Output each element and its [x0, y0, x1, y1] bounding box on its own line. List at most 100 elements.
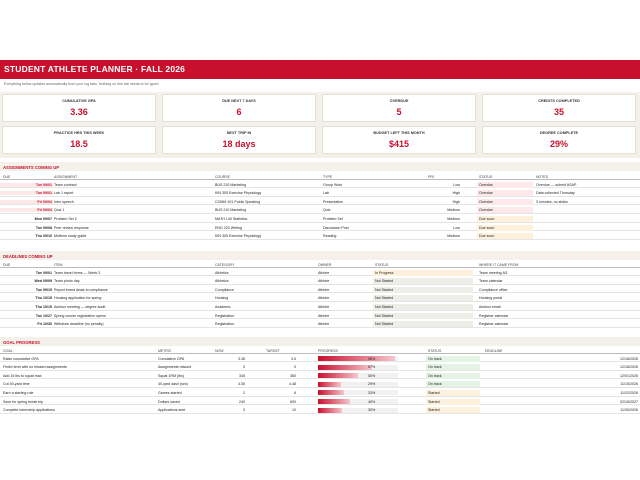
assignment-name: Peer review response [54, 225, 89, 230]
current-value: 4.55 [238, 382, 245, 387]
progress-percent: 50% [368, 373, 376, 378]
due-date: Tue 09/15 [35, 287, 52, 292]
due-date: Tue 09/01 [35, 270, 52, 275]
table-row: Fri 09/04 Intro speech COMM 101 Public Spe… [0, 198, 640, 206]
assignment-type: Quiz [323, 208, 331, 213]
col-source: WHERE IT CAME FROM [479, 263, 519, 267]
table-row: Thu 10/15 Advisor meeting — degree audit A… [0, 303, 640, 311]
col-item: ITEM [54, 263, 63, 267]
priority: Medium [447, 216, 460, 221]
kpi-label: BUDGET LEFT THIS MONTH [373, 131, 425, 135]
table-row: Mon 09/07 Problem Set 2 MATH 140 Statistic… [0, 215, 640, 223]
status-badge: On track [426, 364, 480, 371]
source: Team calendar [479, 279, 503, 284]
col-due: DUE [3, 175, 11, 179]
priority: Low [453, 182, 460, 187]
table-row: Complete internship applications Applicat… [0, 407, 640, 414]
goal-name: Raise cumulative GPA [3, 356, 39, 361]
planner-title-bar: STUDENT ATHLETE PLANNER · FALL 2026 [0, 60, 640, 79]
current-value: 345 [239, 373, 245, 378]
status-badge: Not Started [373, 278, 473, 285]
category: Registration [215, 313, 235, 318]
course-name: KIN 305 Exercise Physiology [215, 191, 262, 196]
col-status: STATUS [375, 263, 389, 267]
kpi-card: DEGREE COMPLETE 29% [482, 126, 636, 154]
status-badge: Not Started [373, 321, 473, 328]
col-target: TARGET [266, 349, 280, 353]
category: Athletics [215, 270, 229, 275]
col-course: COURSE [215, 175, 230, 179]
goal-name: Finish term with no missed assignments [3, 365, 67, 370]
owner: Athlete [318, 313, 330, 318]
target-value: 360 [290, 373, 296, 378]
metric: Squat 1RM (lbs) [158, 373, 184, 378]
status-badge: Started [426, 407, 480, 414]
progress-percent: 29% [368, 382, 376, 387]
kpi-card: DUE NEXT 7 DAYS 6 [162, 94, 316, 122]
priority: Medium [447, 208, 460, 213]
current-value: 3 [243, 365, 245, 370]
assignment-name: Intro speech [54, 199, 74, 204]
status-badge: Overdue [477, 181, 533, 188]
kpi-label: NEXT TRIP IN [226, 131, 252, 135]
owner: Athlete [318, 304, 330, 309]
table-row: Raise cumulative GPA Cumulative GPA 3.36 3.… [0, 355, 640, 363]
assignment-name: Midterm study guide [54, 234, 87, 239]
notes: Overdue — submit ASAP [536, 182, 577, 187]
progress-percent: 33% [368, 390, 376, 395]
table-row: Save for spring break trip Dollars saved 2… [0, 398, 640, 406]
deadline-date: 12/18/2026 [620, 356, 638, 361]
table-row: Add 15 lbs to squat max Squat 1RM (lbs) 34… [0, 372, 640, 380]
source: Team meeting 8/1 [479, 270, 508, 275]
owner: Athlete [318, 296, 330, 301]
status-badge: Not Started [373, 295, 473, 302]
progress-fill [318, 390, 345, 396]
table-row: Finish term with no missed assignments As… [0, 364, 640, 371]
kpi-value: 29% [549, 139, 568, 149]
due-date: Tue 09/01 [0, 191, 53, 196]
status-badge: Not Started [373, 312, 473, 319]
priority: High [452, 191, 460, 196]
deadline-date: 11/22/2026 [620, 390, 638, 395]
col-now: NOW [215, 349, 224, 353]
notes: Data collected Thursday [536, 191, 575, 196]
deadlines-section-title: DEADLINES COMING UP [3, 253, 53, 259]
table-row: Thu 09/10 Midterm study guide KIN 305 Exer… [0, 233, 640, 240]
col-status: STATUS [479, 175, 493, 179]
course-name: BUS 210 Marketing [215, 182, 247, 187]
progress-bar: 50% [318, 373, 398, 379]
goal-name: Add 15 lbs to squat max [3, 373, 42, 378]
status-badge: On track [426, 355, 480, 362]
status-badge: Due soon [477, 224, 533, 231]
table-row: Tue 09/15 Report brand deals to complianc… [0, 286, 640, 294]
assignment-type: Lab [323, 191, 329, 196]
progress-fill [318, 356, 395, 361]
priority: High [452, 199, 460, 204]
due-date: Thu 09/10 [35, 234, 52, 239]
deadline-item: Team photo day [54, 279, 80, 284]
assignment-name: Quiz 1 [54, 208, 65, 213]
due-date: Tue 09/01 [0, 182, 53, 187]
kpi-value: $415 [388, 139, 410, 149]
assignment-name: Lab 1 report [54, 191, 74, 196]
due-date: Fri 09/04 [0, 208, 53, 213]
col-assignment: ASSIGNMENT [54, 175, 78, 179]
progress-bar: 33% [318, 390, 398, 396]
status-badge: Overdue [477, 190, 533, 197]
category: Compliance [215, 287, 234, 292]
target-value: 600 [290, 399, 296, 404]
assignment-name: Team contract [54, 182, 77, 187]
kpi-value: 3.36 [70, 107, 88, 117]
status-badge: In Progress [373, 269, 473, 276]
assignments-table-header: DUE ASSIGNMENT COURSE TYPE PRI STATUS NO… [0, 174, 640, 180]
deadlines-section-header: DEADLINES COMING UP [0, 251, 640, 260]
assignments-section-title: ASSIGNMENTS COMING UP [3, 164, 60, 170]
assignment-name: Problem Set 2 [54, 216, 77, 221]
progress-percent: 67% [368, 365, 376, 370]
col-goal: GOAL [3, 349, 13, 353]
course-name: KIN 305 Exercise Physiology [215, 234, 262, 239]
kpi-card: PRACTICE HRS THIS WEEK 18.5 [2, 126, 156, 154]
progress-percent: 96% [368, 356, 376, 361]
kpi-panel: CUMULATIVE GPA 3.36 DUE NEXT 7 DAYS 6 OVER… [0, 92, 640, 158]
progress-bar: 30% [318, 407, 398, 413]
